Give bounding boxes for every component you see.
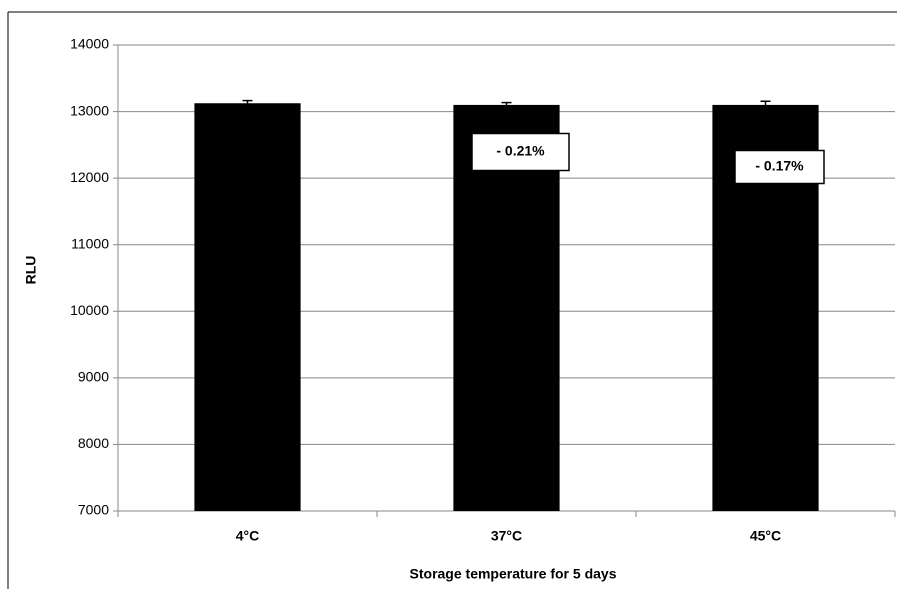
error-bar: [760, 100, 771, 110]
annotation: - 0.17%: [755, 158, 804, 174]
y-tick-label: 13000: [70, 102, 109, 118]
annotation-box: [734, 149, 825, 185]
y-tick-label: 7000: [78, 502, 109, 518]
x-tick-label: 4°C: [236, 528, 260, 544]
y-axis-title: RLU: [23, 256, 39, 285]
y-tick-label: 12000: [70, 169, 109, 185]
x-tick-label: 45°C: [750, 528, 781, 544]
error-bar: [242, 99, 253, 107]
y-tick-label: 9000: [78, 369, 109, 385]
x-tick-label: 37°C: [491, 528, 522, 544]
y-tick-label: 8000: [78, 435, 109, 451]
x-axis-title: Storage temperature for 5 days: [410, 566, 617, 582]
y-tick-label: 10000: [70, 302, 109, 318]
y-tick-label: 11000: [71, 235, 109, 251]
annotation-box: [471, 132, 570, 172]
error-bar: [501, 101, 512, 108]
y-tick-label: 14000: [70, 36, 109, 52]
annotation: - 0.21%: [496, 143, 545, 159]
bar: [453, 104, 560, 512]
bar: [194, 103, 301, 511]
